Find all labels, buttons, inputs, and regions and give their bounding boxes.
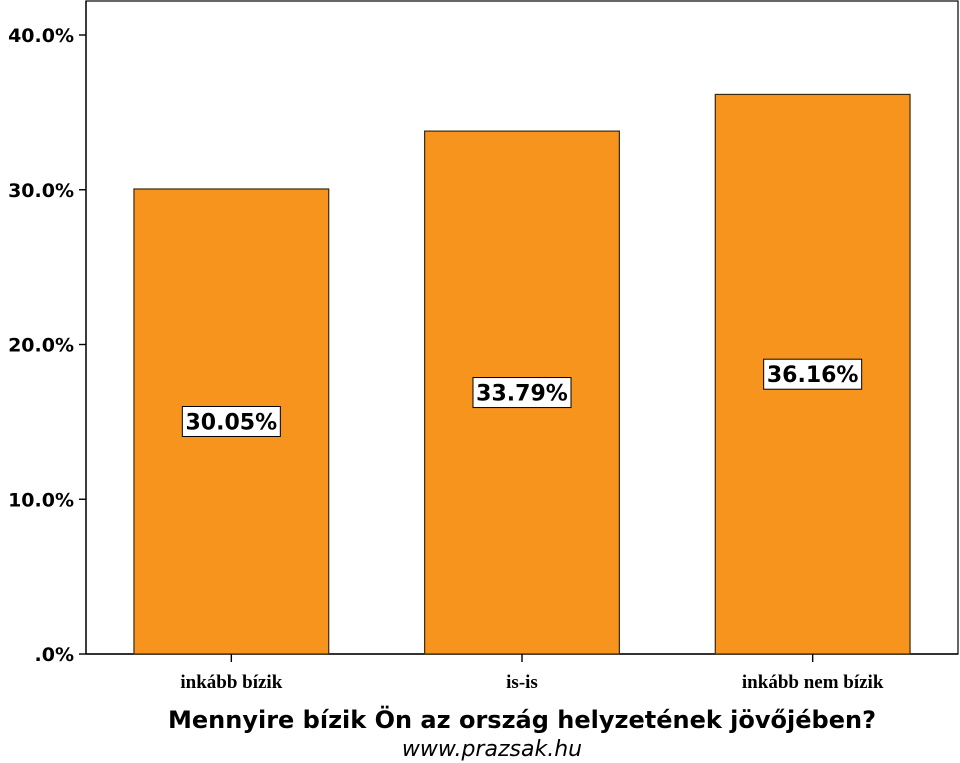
y-tick-label: 40.0% xyxy=(8,25,74,47)
data-label: 33.79% xyxy=(476,382,568,407)
y-tick-label: 10.0% xyxy=(8,489,74,511)
source-watermark: www.prazsak.hu xyxy=(402,737,582,762)
x-axis-ticks: inkább bízik is-is inkább nem bízik xyxy=(180,654,884,693)
x-tick-label: inkább nem bízik xyxy=(742,672,884,693)
bars-group: 30.05% 33.79% 36.16% xyxy=(133,93,911,655)
y-tick-label: 30.0% xyxy=(8,180,74,202)
y-axis-ticks: .0% 10.0% 20.0% 30.0% 40.0% xyxy=(8,25,86,666)
y-tick-label: .0% xyxy=(35,644,74,666)
y-tick-label: 20.0% xyxy=(8,335,74,357)
data-label-box xyxy=(181,405,281,437)
x-tick-label: inkább bízik xyxy=(180,672,282,693)
data-label: 36.16% xyxy=(767,363,859,388)
data-label-box xyxy=(472,377,572,409)
x-tick-label: is-is xyxy=(506,672,538,693)
data-label: 30.05% xyxy=(186,410,278,435)
data-label-box xyxy=(763,358,863,390)
x-axis-title: Mennyire bízik Ön az ország helyzetének … xyxy=(168,704,876,734)
